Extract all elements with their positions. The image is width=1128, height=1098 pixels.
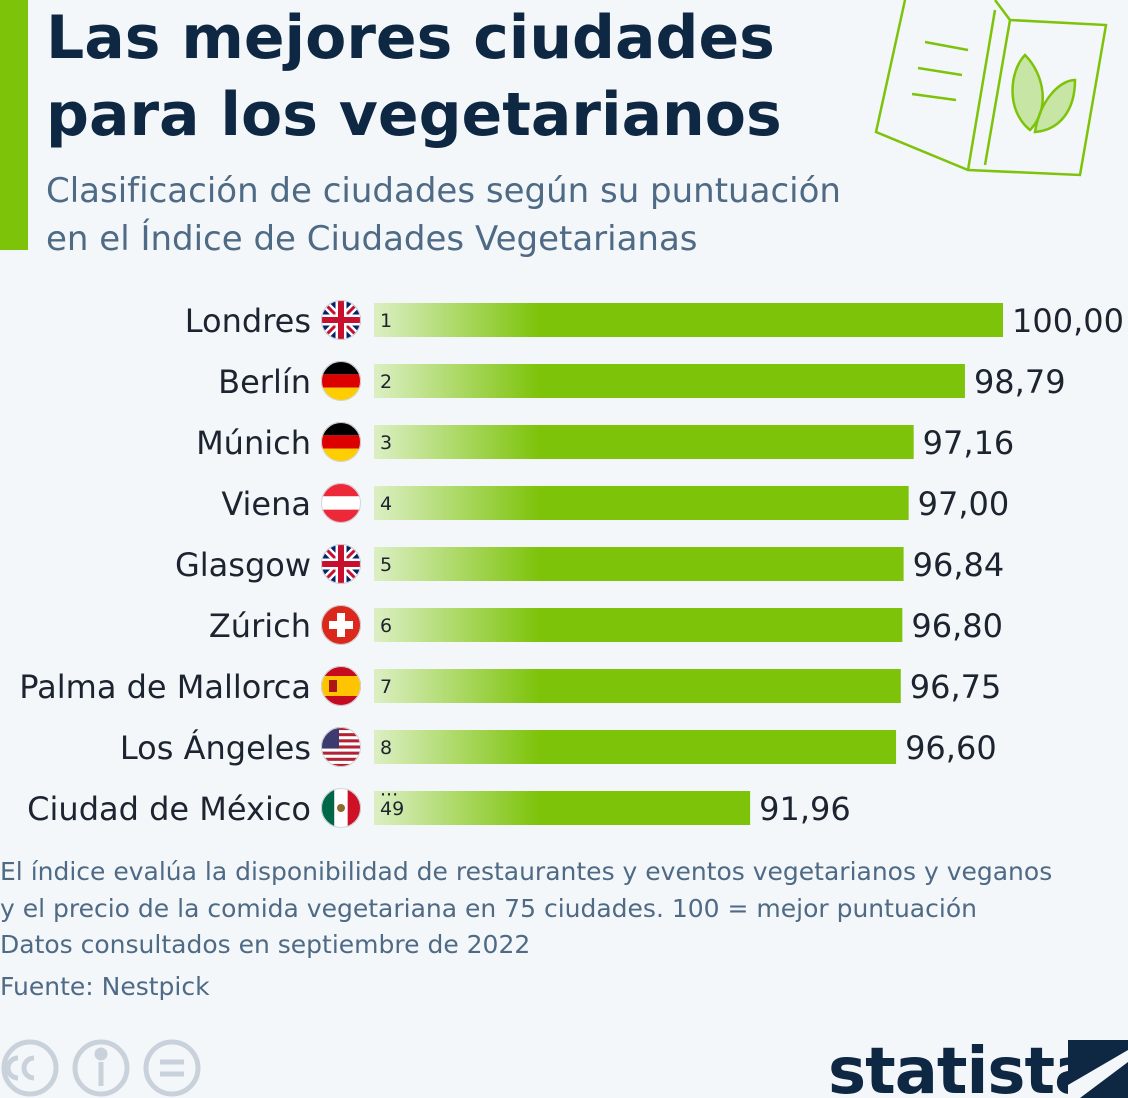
- bar: [374, 791, 751, 825]
- note-line: El índice evalúa la disponibilidad de re…: [0, 857, 1052, 886]
- city-label: Berlín: [218, 363, 311, 401]
- flag-part: [321, 763, 361, 767]
- flag-part: [321, 496, 361, 510]
- flag: [321, 300, 361, 340]
- flag-border: [321, 544, 361, 584]
- flag-part: [321, 739, 361, 743]
- bar: [374, 608, 903, 642]
- bar: [374, 425, 914, 459]
- city-label: Múnich: [196, 424, 311, 462]
- bar: [374, 730, 897, 764]
- city-label: Glasgow: [175, 546, 311, 584]
- flag-part: [321, 736, 361, 740]
- logo-text: statista: [828, 1035, 1096, 1098]
- rank-label: 2: [380, 371, 392, 393]
- bar: [374, 669, 901, 703]
- subtitle-line: Clasificación de ciudades según su puntu…: [46, 171, 841, 211]
- rank-label: 5: [380, 554, 392, 576]
- accent-bar: [0, 0, 28, 250]
- flag-part: [321, 730, 361, 734]
- flag-part: [321, 754, 361, 759]
- flag-part: [321, 748, 361, 753]
- value-label: 96,60: [905, 729, 997, 767]
- flag-part: [329, 680, 337, 692]
- rank-label: 4: [380, 493, 392, 515]
- flag: [321, 727, 361, 767]
- city-label: Los Ángeles: [120, 729, 311, 767]
- city-label: Londres: [185, 302, 311, 340]
- flag: [321, 666, 361, 706]
- flag: [321, 605, 361, 645]
- rank-label: 3: [380, 432, 392, 454]
- flag-part: [321, 374, 361, 388]
- city-label: Palma de Mallorca: [19, 668, 311, 706]
- flag-part: [329, 621, 353, 629]
- license-icons: [1, 1039, 201, 1097]
- flag-part: [321, 676, 361, 696]
- value-label: 98,79: [974, 363, 1066, 401]
- value-label: 96,84: [913, 546, 1005, 584]
- subtitle-line: en el Índice de Ciudades Vegetarianas: [46, 218, 698, 259]
- flag-part: [321, 751, 361, 756]
- city-label: Viena: [221, 485, 311, 523]
- flag-border: [321, 605, 361, 645]
- value-label: 96,80: [911, 607, 1003, 645]
- rank-label: 7: [380, 676, 392, 698]
- value-label: 97,00: [918, 485, 1010, 523]
- title-line: para los vegetarianos: [46, 80, 782, 150]
- flag: [321, 544, 361, 584]
- title-line: Las mejores ciudades: [46, 3, 775, 73]
- rank-label: 6: [380, 615, 392, 637]
- flag-part: [321, 757, 361, 762]
- flag-border: [321, 422, 361, 462]
- note-line: Datos consultados en septiembre de 2022: [0, 930, 530, 959]
- flag-part: [337, 804, 345, 812]
- bar: [374, 364, 965, 398]
- flag-part: [321, 727, 361, 731]
- flag-border: [321, 666, 361, 706]
- ellipsis: ...: [380, 779, 398, 801]
- rank-label: 1: [380, 310, 392, 332]
- bar: [374, 486, 909, 520]
- city-label: Zúrich: [209, 607, 311, 645]
- rank-label: 8: [380, 737, 392, 759]
- logo-icon: [1068, 1040, 1128, 1098]
- book-illustration: [874, 0, 1108, 177]
- flag-border: [321, 361, 361, 401]
- bar: [374, 547, 904, 581]
- value-label: 91,96: [759, 790, 851, 828]
- rank-label: 49: [380, 798, 404, 820]
- source: Fuente: Nestpick: [0, 972, 210, 1001]
- flag-part: [321, 742, 361, 746]
- value-label: 96,75: [910, 668, 1002, 706]
- flag-border: [321, 788, 361, 828]
- flag-part: [321, 760, 361, 765]
- note-line: y el precio de la comida vegetariana en …: [0, 894, 977, 923]
- flag-border: [321, 727, 361, 767]
- flag-part: [321, 733, 361, 737]
- flag-border: [321, 483, 361, 523]
- city-label: Ciudad de México: [27, 790, 311, 828]
- flag-border: [321, 300, 361, 340]
- value-label: 97,16: [923, 424, 1015, 462]
- value-label: 100,00: [1012, 302, 1124, 340]
- flag-part: [321, 745, 361, 750]
- bar: [374, 303, 1003, 337]
- flag-part: [321, 435, 361, 449]
